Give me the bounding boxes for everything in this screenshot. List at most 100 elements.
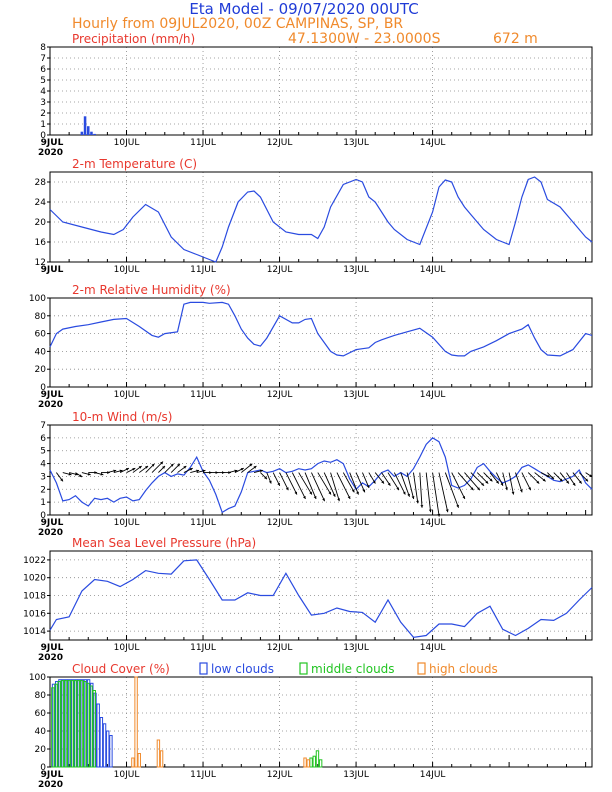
wind-arrow-head <box>264 476 267 480</box>
plot-frame <box>49 46 593 136</box>
y-tick-label: 2 <box>40 109 46 119</box>
panel-title: 2-m Temperature (C) <box>72 157 197 171</box>
cloud-bar <box>51 687 55 768</box>
wind-arrow-head <box>268 480 272 484</box>
series-line <box>49 559 593 638</box>
legend-label: low clouds <box>211 662 274 676</box>
x-tick-label: 12JUL <box>267 643 293 653</box>
x-tick-label: 10JUL <box>114 770 140 780</box>
x-tick-label: 12JUL <box>267 390 293 400</box>
cloud-bar <box>159 750 164 768</box>
wind-arrow-head <box>189 468 193 471</box>
wind-arrow-head <box>366 485 370 488</box>
x-tick-label: 9JUL <box>41 770 64 780</box>
x-tick-label: 10JUL <box>114 390 140 400</box>
wind-arrow <box>298 472 313 495</box>
x-tick-label: 10JUL <box>114 643 140 653</box>
y-tick-label: 1 <box>40 120 46 130</box>
y-tick-label: 60 <box>35 709 47 719</box>
y-tick-label: 100 <box>29 294 46 304</box>
panel-3: 0 20 40 60 80 100 9JUL 10JUL 11JUL 12JUL 13JUL 14JU… <box>29 283 593 410</box>
wind-arrow <box>349 472 359 495</box>
wind-arrow-head <box>546 474 550 478</box>
wind-arrow-head <box>428 509 432 513</box>
wind-arrow <box>508 472 514 495</box>
wind-arrow-head <box>75 472 78 476</box>
x-tick-label: 12JUL <box>267 265 293 275</box>
precip-bar <box>90 131 93 135</box>
cloud-bar <box>67 680 71 768</box>
wind-arrow-head <box>578 480 582 484</box>
wind-arrow-head <box>477 487 480 491</box>
wind-arrow-head <box>572 482 576 486</box>
cloud-bar <box>134 676 138 768</box>
wind-arrow <box>400 472 410 497</box>
wind-arrow-head <box>362 489 366 493</box>
wind-arrow-head <box>462 496 465 499</box>
y-tick-label: 12 <box>35 258 46 268</box>
y-tick-label: 80 <box>35 312 47 322</box>
wind-arrow-head <box>240 468 244 471</box>
y-tick-label: 7 <box>40 54 46 64</box>
plot-frame <box>49 297 593 388</box>
wind-arrow-head <box>470 487 474 491</box>
wind-arrow-head <box>259 469 263 473</box>
y-tick-label: 1016 <box>23 609 46 619</box>
wind-arrow-head <box>125 468 129 471</box>
y-tick-label: 1020 <box>23 574 46 584</box>
wind-arrow-head <box>60 478 63 482</box>
x-tick-label: 12JUL <box>267 518 293 528</box>
x-tick-label: 11JUL <box>190 770 216 780</box>
wind-arrow-head <box>113 469 117 473</box>
wind-arrow-head <box>100 472 104 476</box>
x-tick-label: 13JUL <box>343 770 369 780</box>
cloud-bar <box>312 755 316 768</box>
y-tick-label: 4 <box>40 87 46 97</box>
wind-arrow <box>457 472 474 491</box>
y-tick-label: 80 <box>35 691 47 701</box>
wind-arrow <box>438 472 449 513</box>
y-tick-label: 40 <box>35 727 47 737</box>
wind-arrow-head <box>151 463 155 467</box>
wind-arrow-head <box>162 466 165 469</box>
x-tick-label: 9JUL <box>41 518 64 528</box>
y-tick-label: 16 <box>35 238 47 248</box>
wind-arrow <box>444 472 459 508</box>
x-tick-label: 9JUL <box>41 390 64 400</box>
wind-arrow-head <box>303 496 306 499</box>
y-tick-label: 4 <box>40 460 46 470</box>
wind-arrow-head <box>519 489 523 493</box>
wind-arrow-head <box>528 487 531 491</box>
wind-arrow-head <box>79 474 83 477</box>
y-tick-label: 20 <box>35 365 47 375</box>
wind-arrow-head <box>196 469 200 473</box>
year-label: 2020 <box>38 528 63 538</box>
wind-arrow-head <box>456 504 459 508</box>
y-tick-label: 28 <box>35 178 47 188</box>
cloud-bar <box>83 681 87 768</box>
wind-arrow-head <box>411 496 415 499</box>
wind-arrow-head <box>322 498 325 502</box>
wind-arrow-head <box>145 466 149 469</box>
wind-arrow-head <box>536 480 540 484</box>
wind-arrow-head <box>309 491 312 495</box>
cloud-bar <box>57 681 61 768</box>
legend-swatch <box>417 662 426 675</box>
wind-arrow-head <box>585 478 588 482</box>
y-tick-label: 60 <box>35 330 47 340</box>
wind-arrow <box>502 472 508 491</box>
series-line <box>49 301 593 357</box>
y-tick-label: 24 <box>35 198 47 208</box>
plot-frame <box>49 550 593 641</box>
wind-arrow-head <box>402 491 406 495</box>
wind-arrow-head <box>253 466 257 469</box>
x-tick-label: 10JUL <box>114 138 140 148</box>
wind-arrow-head <box>160 461 163 465</box>
wind-arrow-head <box>328 491 331 495</box>
plot-frame <box>49 676 593 768</box>
main-title: Eta Model - 09/07/2020 00UTC <box>189 0 418 18</box>
x-tick-label: 11JUL <box>190 518 216 528</box>
cloud-bar <box>102 723 107 768</box>
x-tick-label: 12JUL <box>267 138 293 148</box>
wind-arrow <box>317 472 332 495</box>
